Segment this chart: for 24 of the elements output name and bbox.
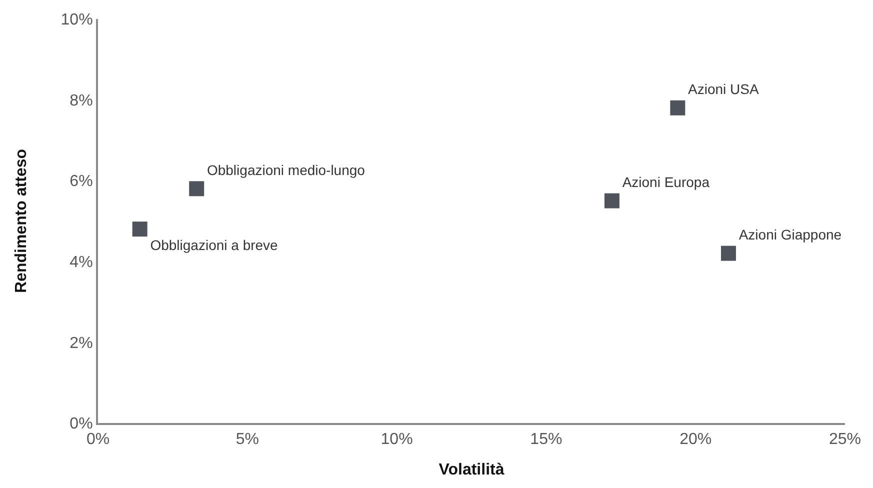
y-tick-label: 8% (70, 92, 93, 110)
point (670, 100, 686, 116)
x-tick-label: 20% (680, 431, 712, 448)
x-tick-label: 0% (86, 431, 110, 448)
y-tick-label: 6% (70, 173, 93, 190)
point (720, 246, 736, 261)
series-label: Obbligazioni medio-lungo (206, 162, 366, 178)
point (189, 181, 204, 196)
y-axis-title: Rendimento atteso (13, 148, 30, 294)
y-tick-label: 0% (70, 416, 93, 433)
x-tick-label: 15% (530, 431, 562, 448)
series-label: Azioni Giappone (738, 226, 842, 242)
y-tick-label: 2% (70, 334, 93, 352)
y-tick-label: 4% (70, 254, 93, 271)
point (604, 193, 620, 208)
series-label: Azioni Europa (622, 174, 710, 190)
y-tick-label: 10% (60, 12, 93, 29)
x-tick-label: 10% (380, 431, 413, 448)
series-label: Obbligazioni a breve (150, 236, 278, 253)
x-tick-label: 5% (236, 431, 259, 448)
x-tick-label: 25% (828, 431, 862, 448)
x-axis-title: Volatilità (438, 461, 504, 478)
point (132, 222, 148, 237)
series-label: Azioni USA (688, 81, 760, 98)
